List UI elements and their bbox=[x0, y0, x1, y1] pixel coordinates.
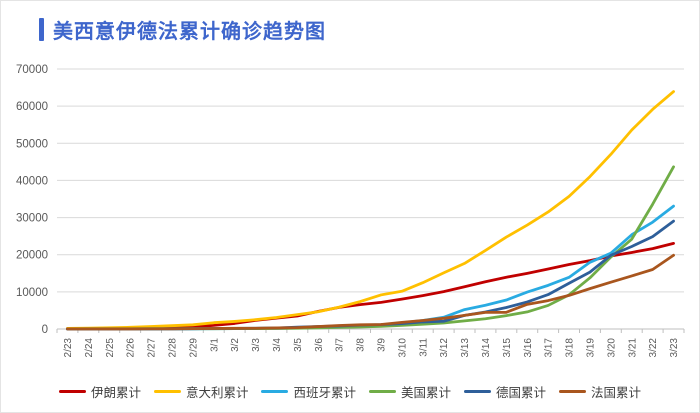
y-tick-label: 30000 bbox=[16, 213, 48, 225]
legend-label-spain: 西班牙累计 bbox=[293, 386, 356, 400]
legend-swatch-iran bbox=[58, 389, 86, 394]
series-line-iran bbox=[66, 241, 675, 331]
x-tick-label: 2/23 bbox=[63, 338, 74, 358]
x-tick-label: 3/22 bbox=[648, 338, 659, 358]
y-tick-label: 0 bbox=[42, 324, 48, 336]
y-tick-label: 20000 bbox=[16, 250, 48, 262]
x-tick-label: 3/12 bbox=[439, 338, 450, 358]
x-tick-label: 3/13 bbox=[460, 338, 471, 358]
series-line-spain bbox=[66, 204, 675, 331]
x-tick-label: 3/3 bbox=[251, 338, 262, 352]
x-tick-label: 3/1 bbox=[209, 338, 220, 352]
x-tick-label: 3/10 bbox=[397, 338, 408, 358]
legend-item-spain: 西班牙累计 bbox=[261, 382, 356, 401]
y-tick-label: 40000 bbox=[16, 175, 48, 187]
title-accent-bar bbox=[39, 18, 44, 41]
x-tick-label: 3/21 bbox=[627, 338, 638, 358]
x-tick-label: 2/25 bbox=[105, 338, 116, 358]
legend-item-france: 法国累计 bbox=[559, 382, 641, 401]
x-tick-label: 3/4 bbox=[272, 338, 283, 352]
series-line-italy bbox=[66, 90, 675, 330]
x-tick-label: 3/9 bbox=[376, 338, 387, 352]
legend-label-italy: 意大利累计 bbox=[185, 386, 249, 400]
legend-swatch-spain bbox=[261, 389, 289, 394]
x-tick-label: 3/18 bbox=[565, 338, 576, 358]
x-tick-label: 3/15 bbox=[502, 338, 513, 358]
x-tick-label: 3/6 bbox=[314, 338, 325, 352]
x-tick-label: 3/11 bbox=[418, 338, 429, 357]
legend-item-us: 美国累计 bbox=[369, 382, 451, 401]
x-tick-label: 3/19 bbox=[585, 338, 596, 358]
x-tick-label: 3/5 bbox=[293, 338, 304, 352]
x-tick-label: 3/2 bbox=[230, 338, 241, 352]
x-tick-label: 2/24 bbox=[84, 338, 95, 358]
x-tick-label: 2/27 bbox=[147, 338, 158, 358]
series-line-france bbox=[66, 253, 675, 331]
series-line-germany bbox=[66, 219, 675, 331]
legend-item-iran: 伊朗累计 bbox=[58, 382, 141, 401]
y-tick-label: 50000 bbox=[16, 138, 48, 150]
y-tick-label: 60000 bbox=[16, 101, 48, 113]
legend-label-iran: 伊朗累计 bbox=[90, 386, 141, 400]
x-tick-label: 3/23 bbox=[669, 338, 680, 358]
legend-item-italy: 意大利累计 bbox=[153, 382, 249, 401]
x-tick-label: 2/29 bbox=[188, 338, 199, 358]
legend-label-germany: 德国累计 bbox=[496, 386, 547, 400]
legend-label-us: 美国累计 bbox=[401, 386, 452, 400]
chart-header: 美西意伊德法累计确诊趋势图 bbox=[39, 15, 326, 44]
legend-item-germany: 德国累计 bbox=[464, 382, 546, 401]
x-tick-label: 3/16 bbox=[523, 338, 534, 358]
y-tick-label: 70000 bbox=[16, 64, 48, 76]
x-tick-label: 2/28 bbox=[167, 338, 178, 358]
x-tick-label: 3/8 bbox=[356, 338, 367, 352]
legend-swatch-germany bbox=[464, 389, 492, 394]
x-tick-label: 3/20 bbox=[606, 338, 617, 358]
legend-swatch-us bbox=[369, 389, 396, 394]
legend-swatch-italy bbox=[153, 389, 181, 394]
legend-swatch-france bbox=[559, 389, 587, 394]
y-tick-label: 10000 bbox=[16, 287, 48, 299]
x-tick-label: 3/7 bbox=[335, 338, 346, 352]
x-tick-label: 3/17 bbox=[544, 338, 555, 358]
legend: 伊朗累计 意大利累计 西班牙累计 美国累计 德国累计 法国累计 bbox=[1, 382, 699, 401]
x-tick-label: 2/26 bbox=[126, 338, 137, 358]
x-tick-label: 3/14 bbox=[481, 338, 492, 358]
page-title: 美西意伊德法累计确诊趋势图 bbox=[53, 21, 326, 43]
legend-label-france: 法国累计 bbox=[591, 386, 642, 400]
